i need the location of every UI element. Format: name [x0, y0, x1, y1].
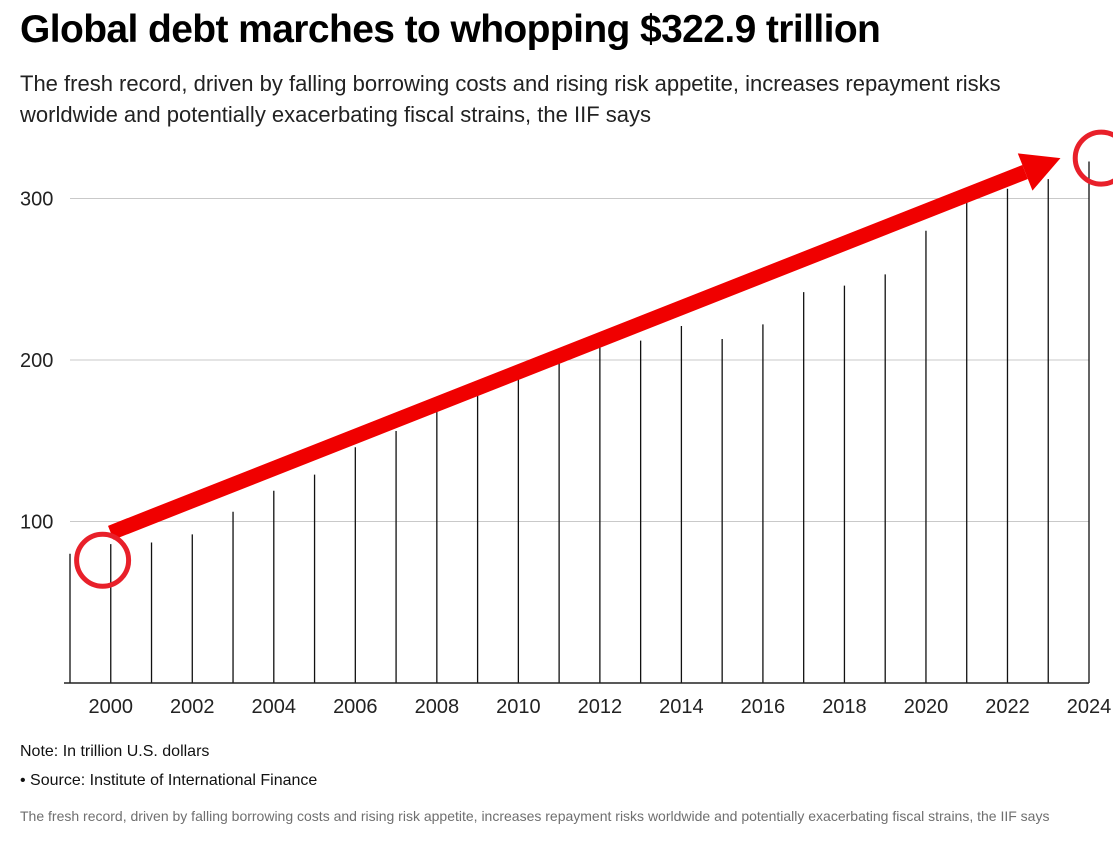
x-tick-label-2022: 2022: [985, 696, 1030, 718]
gridlines: [70, 197, 1089, 522]
x-tick-label-2010: 2010: [496, 696, 541, 718]
bars: [69, 161, 1090, 683]
x-tick-label-2012: 2012: [578, 696, 623, 718]
x-tick-label-2002: 2002: [170, 696, 215, 718]
x-tick-label-2014: 2014: [659, 696, 704, 718]
chart-subtitle: The fresh record, driven by falling borr…: [20, 71, 1001, 127]
x-tick-label-2004: 2004: [252, 696, 297, 718]
y-tick-label-200: 200: [20, 350, 53, 372]
y-axis-ticks: 100 200 300: [20, 188, 53, 533]
highlight-circle-end: [1072, 129, 1113, 187]
x-axis-ticks: 2000 2002 2004 2006 2008 2010 2012 2014 2016 2018…: [89, 696, 1112, 718]
annotations: [74, 129, 1113, 589]
y-tick-label-100: 100: [20, 511, 53, 533]
x-tick-label-2020: 2020: [904, 696, 949, 718]
x-tick-label-2000: 2000: [89, 696, 134, 718]
x-tick-label-2008: 2008: [415, 696, 460, 718]
x-tick-label-2016: 2016: [741, 696, 786, 718]
x-tick-label-2018: 2018: [822, 696, 867, 718]
chart-note: Note: In trillion U.S. dollars: [20, 743, 210, 760]
x-tick-label-2006: 2006: [333, 696, 378, 718]
highlight-circle-start: [74, 531, 132, 589]
x-tick-label-2024: 2024: [1067, 696, 1112, 718]
chart-title: Global debt marches to whopping $322.9 t…: [20, 8, 881, 51]
chart-caption: The fresh record, driven by falling borr…: [20, 808, 1050, 824]
y-tick-label-300: 300: [20, 188, 53, 210]
chart-source: • Source: Institute of International Fin…: [20, 772, 318, 789]
trend-arrow-shaft: [108, 165, 1028, 540]
trend-arrow-head: [1017, 153, 1061, 191]
